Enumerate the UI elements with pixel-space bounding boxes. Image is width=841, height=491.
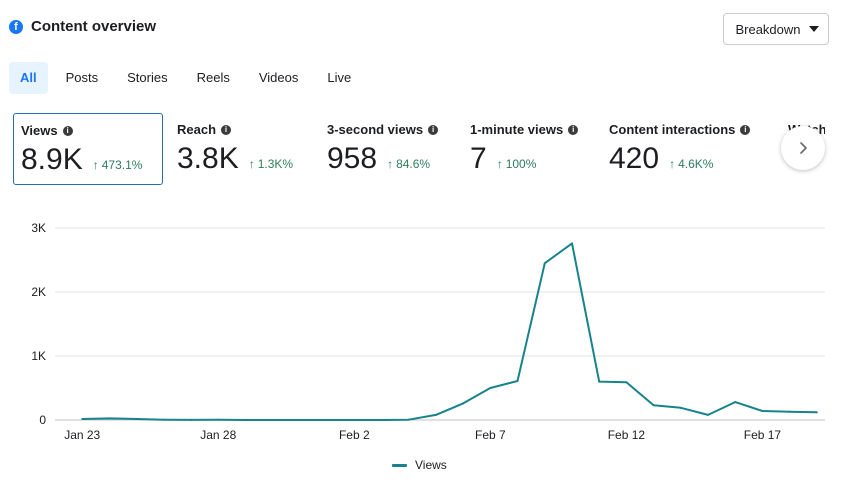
- metric-change-value: 84.6%: [396, 157, 431, 171]
- views-series-line: [82, 242, 817, 421]
- arrow-up-icon: ↑: [669, 157, 676, 171]
- metric-change: ↑ 84.6%: [387, 157, 430, 171]
- arrow-up-icon: ↑: [387, 157, 394, 171]
- breakdown-label: Breakdown: [735, 21, 801, 37]
- chart-x-axis: Jan 23 Jan 28 Feb 2 Feb 7 Feb 12 Feb 17: [64, 428, 781, 442]
- data-point[interactable]: [652, 404, 655, 407]
- metric-change: ↑ 100%: [497, 157, 537, 171]
- data-point[interactable]: [108, 417, 111, 420]
- metric-label: Reach: [177, 122, 217, 137]
- metric-card-content-interactions[interactable]: Content interactions i 420 ↑ 4.6K%: [602, 113, 782, 185]
- arrow-up-icon: ↑: [92, 158, 99, 172]
- x-tick-label: Feb 7: [475, 428, 506, 442]
- metric-card-3-second-views[interactable]: 3-second views i 958 ↑ 84.6%: [320, 113, 460, 185]
- metric-value: 958: [327, 142, 378, 175]
- data-point[interactable]: [734, 401, 737, 404]
- metric-change: ↑ 1.3K%: [249, 157, 293, 171]
- data-point[interactable]: [489, 387, 492, 389]
- arrow-up-icon: ↑: [248, 157, 255, 171]
- arrow-up-icon: ↑: [496, 157, 503, 171]
- metric-change-value: 100%: [505, 157, 537, 171]
- metric-label: Content interactions: [609, 122, 736, 137]
- data-point[interactable]: [815, 411, 818, 414]
- data-point[interactable]: [761, 410, 764, 413]
- content-type-tabs: All Posts Stories Reels Videos Live: [9, 62, 369, 94]
- data-point[interactable]: [462, 402, 465, 405]
- metric-card-1-minute-views[interactable]: 1-minute views i 7 ↑ 100%: [463, 113, 603, 185]
- metric-change: ↑ 4.6K%: [669, 157, 713, 171]
- y-tick-label: 0: [39, 413, 46, 427]
- data-point[interactable]: [190, 418, 193, 421]
- views-line-chart: 0 1K 2K 3K Jan 23 Jan 28 Feb 2 Feb 7 Feb 12 Feb …: [31, 221, 825, 442]
- data-point[interactable]: [81, 418, 84, 421]
- info-icon[interactable]: i: [428, 124, 439, 135]
- metric-label: 3-second views: [327, 122, 424, 137]
- legend-swatch: [392, 463, 407, 467]
- metric-value: 7: [470, 142, 487, 175]
- views-series-points: [81, 242, 818, 421]
- data-point[interactable]: [271, 419, 274, 421]
- tab-all[interactable]: All: [9, 62, 48, 94]
- y-tick-label: 1K: [31, 349, 46, 363]
- data-point[interactable]: [298, 419, 301, 421]
- data-point[interactable]: [570, 242, 573, 245]
- data-point[interactable]: [407, 418, 410, 421]
- metric-value: 420: [609, 142, 660, 175]
- data-point[interactable]: [625, 381, 628, 384]
- data-point[interactable]: [135, 418, 138, 421]
- legend-label: Views: [415, 458, 447, 472]
- data-point[interactable]: [353, 419, 356, 421]
- x-tick-label: Jan 28: [200, 428, 236, 442]
- tab-posts[interactable]: Posts: [65, 70, 99, 85]
- caret-down-icon: [808, 26, 819, 32]
- metric-card-reach[interactable]: Reach i 3.8K ↑ 1.3K%: [170, 113, 310, 185]
- chart-y-axis: 0 1K 2K 3K: [31, 221, 46, 427]
- info-icon[interactable]: i: [221, 124, 232, 135]
- header: f Content overview: [9, 18, 156, 35]
- breakdown-button[interactable]: Breakdown: [723, 13, 829, 45]
- data-point[interactable]: [788, 410, 791, 413]
- x-tick-label: Feb 17: [744, 428, 782, 442]
- metric-label: 1-minute views: [470, 122, 564, 137]
- metric-change-value: 4.6K%: [678, 157, 714, 171]
- data-point[interactable]: [244, 419, 247, 421]
- y-tick-label: 3K: [31, 221, 46, 235]
- data-point[interactable]: [434, 413, 437, 416]
- metric-value: 8.9K: [21, 143, 83, 176]
- carousel-next-button[interactable]: [781, 126, 825, 170]
- x-tick-label: Feb 12: [608, 428, 646, 442]
- page-title: Content overview: [31, 18, 157, 35]
- tab-videos[interactable]: Videos: [258, 70, 299, 85]
- metric-change: ↑ 473.1%: [93, 158, 143, 172]
- metric-value: 3.8K: [177, 142, 239, 175]
- metrics-carousel: Views i 8.9K ↑ 473.1% Reach i 3.8K ↑ 1.3K% 3-s…: [13, 113, 825, 185]
- x-tick-label: Feb 2: [339, 428, 370, 442]
- data-point[interactable]: [162, 418, 165, 421]
- facebook-logo-icon: f: [9, 19, 23, 34]
- metric-change-value: 1.3K%: [257, 157, 294, 171]
- metric-change-value: 473.1%: [101, 158, 143, 172]
- info-icon[interactable]: i: [740, 124, 751, 135]
- x-tick-label: Jan 23: [64, 428, 100, 442]
- chart-legend[interactable]: Views: [392, 458, 447, 472]
- chart-gridlines: [55, 227, 825, 421]
- tab-live[interactable]: Live: [327, 70, 352, 85]
- data-point[interactable]: [679, 406, 682, 409]
- data-point[interactable]: [707, 413, 710, 416]
- metric-label: Views: [21, 123, 58, 138]
- data-point[interactable]: [217, 418, 220, 421]
- data-point[interactable]: [598, 380, 601, 383]
- chevron-right-icon: [800, 142, 807, 154]
- data-point[interactable]: [543, 262, 546, 265]
- data-point[interactable]: [380, 419, 383, 421]
- metric-card-views[interactable]: Views i 8.9K ↑ 473.1%: [13, 113, 163, 185]
- tab-reels[interactable]: Reels: [196, 70, 230, 85]
- tab-stories[interactable]: Stories: [127, 70, 168, 85]
- info-icon[interactable]: i: [568, 124, 579, 135]
- y-tick-label: 2K: [31, 285, 46, 299]
- info-icon[interactable]: i: [62, 125, 73, 136]
- data-point[interactable]: [326, 419, 329, 421]
- data-point[interactable]: [516, 379, 519, 382]
